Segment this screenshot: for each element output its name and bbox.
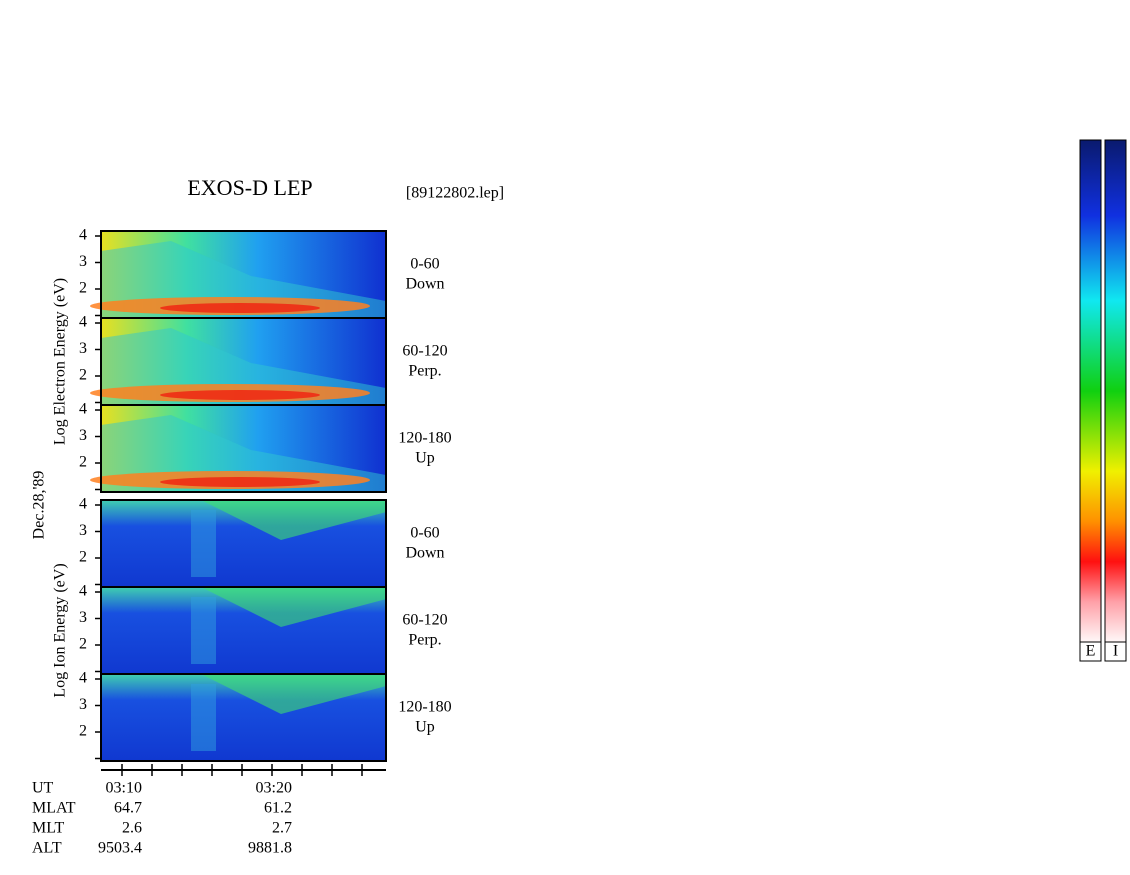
panel-label: Up [415,450,435,467]
spectrogram-band [160,477,320,487]
footer-text: ALT [32,840,62,857]
y-tick-label: 4 [79,401,87,418]
panel-label: 120-180 [398,699,451,716]
footer-text: UT [32,780,54,797]
y-tick-label: 2 [79,636,87,653]
spectrogram-band [160,390,320,400]
color-bar [1079,139,1102,643]
footer-text: MLAT [32,800,76,817]
panel-label: Down [405,545,444,562]
panel-label: 60-120 [402,612,447,629]
y-tick-label: 2 [79,367,87,384]
color-bar-label: E [1086,643,1096,660]
panel-label: 0-60 [410,525,439,542]
y-tick-label: 4 [79,670,87,687]
footer-text: 03:10 [106,780,142,797]
y-tick-label: 2 [79,549,87,566]
y-tick-label: 4 [79,496,87,513]
footer-text: 64.7 [114,800,142,817]
y-axis-label: Log Electron Energy (eV) [52,278,69,445]
color-bar-label: I [1113,643,1118,660]
spectrogram-band [201,587,386,627]
spectrogram-band [191,510,216,577]
footer-text: 03:20 [256,780,292,797]
panel-label: 120-180 [398,430,451,447]
color-bar [1104,139,1127,643]
spectrogram-band [191,597,216,664]
panel-label: Perp. [408,632,441,649]
footer-text: 61.2 [264,800,292,817]
file-name: [89122802.lep] [406,185,504,202]
date: Dec.28,'89 [31,471,48,540]
footer-text: 9503.4 [98,840,142,857]
y-tick-label: 2 [79,454,87,471]
footer-text: 2.6 [122,820,142,837]
y-tick-label: 2 [79,280,87,297]
panel-frame [100,404,387,493]
panel-label: 60-120 [402,343,447,360]
panel-label: Up [415,719,435,736]
panel-label: Perp. [408,363,441,380]
y-axis-label: Log Ion Energy (eV) [52,563,69,697]
footer-text: 9881.8 [248,840,292,857]
y-tick-label: 4 [79,583,87,600]
y-tick-label: 3 [79,427,87,444]
spectrogram-band [201,500,386,540]
panel-label: Down [405,276,444,293]
y-tick-label: 2 [79,723,87,740]
y-tick-label: 4 [79,227,87,244]
panel-label: 0-60 [410,256,439,273]
color-bar-label-box [1079,641,1102,662]
spectrogram-band [201,674,386,714]
y-tick-label: 3 [79,340,87,357]
spectrogram-band [191,684,216,751]
y-tick-label: 3 [79,696,87,713]
color-bar-label-box [1104,641,1127,662]
title: EXOS-D LEP [187,175,312,200]
footer-text: MLT [32,820,65,837]
footer-text: 2.7 [272,820,292,837]
y-tick-label: 3 [79,253,87,270]
y-tick-label: 4 [79,314,87,331]
spectrogram-band [160,303,320,313]
y-tick-label: 3 [79,522,87,539]
y-tick-label: 3 [79,609,87,626]
panel-frame [100,673,387,762]
